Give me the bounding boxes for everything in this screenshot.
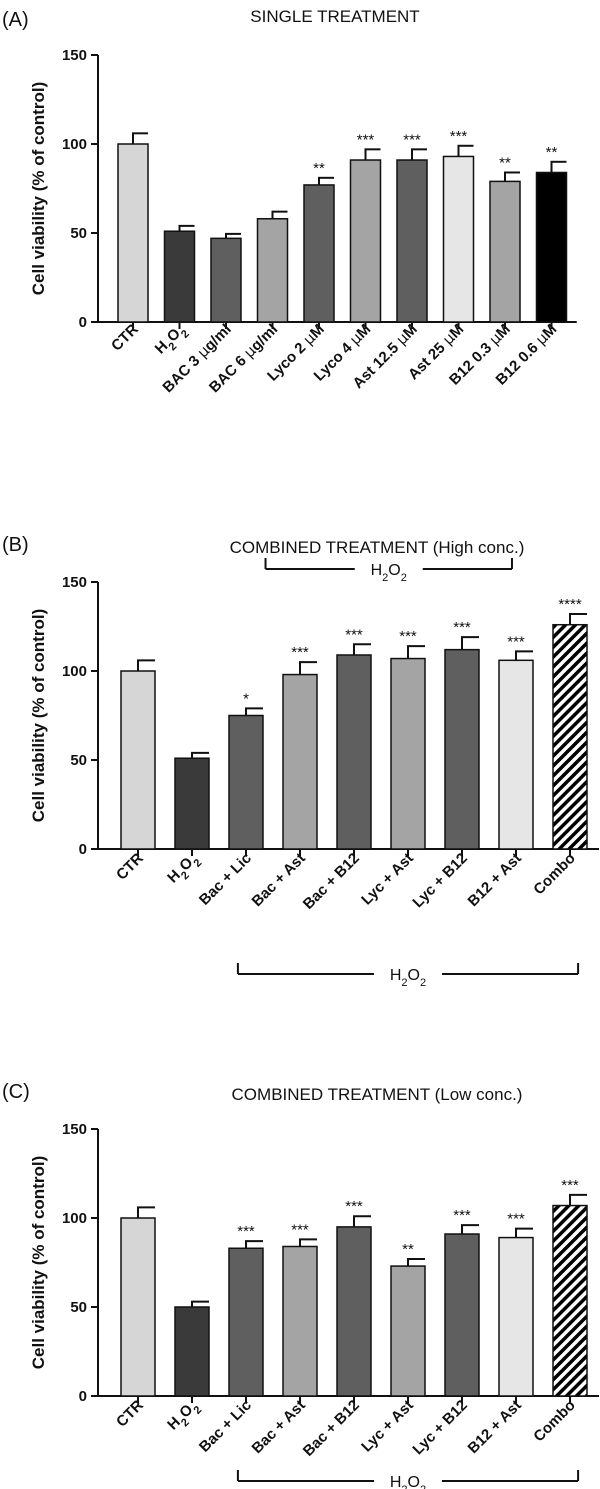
bar — [282, 1245, 318, 1397]
x-category-label: Bac + Lic — [196, 850, 255, 909]
chart-panel-2: (C) COMBINED TREATMENT (Low conc.) Cell vi… — [2, 1081, 599, 1489]
y-tick-label: 150 — [62, 47, 87, 64]
significance-label: *** — [453, 1207, 471, 1224]
bar — [498, 659, 534, 850]
bracket-label: H2O2 — [390, 967, 426, 989]
y-tick-label: 0 — [79, 841, 87, 858]
bar — [303, 184, 335, 323]
x-category-label: Lyc + Ast — [358, 850, 417, 909]
bracket-label: H2O2 — [371, 562, 407, 584]
panel-label: (A) — [2, 9, 29, 31]
x-category-label: B12 + Ast — [465, 1397, 525, 1457]
bar — [117, 143, 149, 323]
y-tick-label: 100 — [62, 663, 87, 680]
x-category-label: CTR — [113, 850, 147, 884]
bar — [444, 1233, 480, 1397]
y-tick-label: 50 — [70, 1299, 87, 1316]
significance-label: **** — [558, 596, 582, 613]
significance-label: ** — [499, 154, 511, 171]
x-category-label: Lyc + B12 — [409, 850, 470, 911]
x-category-label: H2O2 — [164, 1397, 204, 1437]
x-category-label: H2O2 — [152, 321, 192, 361]
chart-panel-1: (B) COMBINED TREATMENT (High conc.) Cell v… — [2, 534, 599, 989]
x-category-label: H2O2 — [164, 850, 204, 890]
significance-label: *** — [345, 1198, 363, 1215]
bar — [489, 180, 521, 323]
x-category-label: Combo — [530, 850, 579, 899]
significance-label: *** — [291, 644, 309, 661]
significance-label: *** — [450, 128, 468, 145]
significance-label: *** — [507, 1211, 525, 1228]
y-axis-label: Cell viability (% of control) — [29, 609, 48, 822]
significance-label: * — [243, 690, 249, 707]
significance-label: ** — [546, 144, 558, 161]
y-axis-label: Cell viability (% of control) — [29, 82, 48, 295]
bar — [349, 159, 382, 323]
x-category-label: CTR — [108, 321, 142, 355]
bar — [163, 230, 196, 323]
significance-label: *** — [403, 131, 421, 148]
significance-label: *** — [345, 626, 363, 643]
x-category-label: Bac + B12 — [300, 1397, 363, 1460]
y-axis-label: Cell viability (% of control) — [29, 1156, 48, 1369]
bracket-label: H2O2 — [390, 1474, 426, 1489]
y-tick-label: 150 — [62, 574, 87, 591]
significance-label: ** — [402, 1241, 414, 1258]
x-category-label: B12 + Ast — [465, 850, 525, 910]
significance-label: *** — [399, 628, 417, 645]
y-tick-label: 100 — [62, 1210, 87, 1227]
bar — [498, 1236, 534, 1397]
bar — [256, 218, 289, 323]
bar — [120, 670, 156, 850]
significance-label: *** — [291, 1221, 309, 1238]
bar — [552, 1204, 588, 1397]
y-tick-label: 100 — [62, 136, 87, 153]
significance-label: *** — [453, 619, 471, 636]
bar — [282, 673, 318, 850]
bar — [396, 159, 428, 323]
significance-label: *** — [561, 1177, 579, 1194]
y-tick-label: 0 — [79, 1388, 87, 1405]
x-category-label: Lyc + B12 — [409, 1397, 470, 1458]
bar — [210, 237, 242, 323]
bar — [442, 155, 475, 323]
bar — [174, 757, 210, 850]
x-category-label: Lyc + Ast — [358, 1397, 417, 1456]
panel-label: (B) — [2, 534, 29, 556]
y-tick-label: 50 — [70, 225, 87, 242]
bar — [390, 1265, 426, 1397]
x-category-label: Bac + Lic — [196, 1397, 255, 1456]
significance-label: *** — [357, 131, 375, 148]
bar — [390, 657, 426, 850]
significance-label: *** — [237, 1223, 255, 1240]
bar — [228, 714, 264, 850]
panel-title: SINGLE TREATMENT — [250, 7, 419, 26]
bar — [120, 1217, 156, 1397]
bar — [552, 623, 588, 850]
panel-title: COMBINED TREATMENT (Low conc.) — [232, 1085, 523, 1104]
panel-title: COMBINED TREATMENT (High conc.) — [230, 538, 525, 557]
x-category-label: Combo — [530, 1397, 579, 1446]
x-category-label: Bac + B12 — [300, 850, 363, 913]
panel-label: (C) — [2, 1081, 30, 1103]
bar — [444, 648, 480, 850]
bar — [336, 654, 372, 850]
chart-panel-0: (A) SINGLE TREATMENT Cell viability (% of … — [2, 7, 577, 584]
bar — [174, 1306, 210, 1397]
significance-label: *** — [507, 633, 525, 650]
bar — [535, 171, 568, 323]
bar — [228, 1247, 264, 1397]
y-tick-label: 150 — [62, 1121, 87, 1138]
y-tick-label: 0 — [79, 314, 87, 331]
significance-label: ** — [313, 160, 325, 177]
y-tick-label: 50 — [70, 752, 87, 769]
x-category-label: CTR — [113, 1397, 147, 1431]
bar — [336, 1226, 372, 1397]
